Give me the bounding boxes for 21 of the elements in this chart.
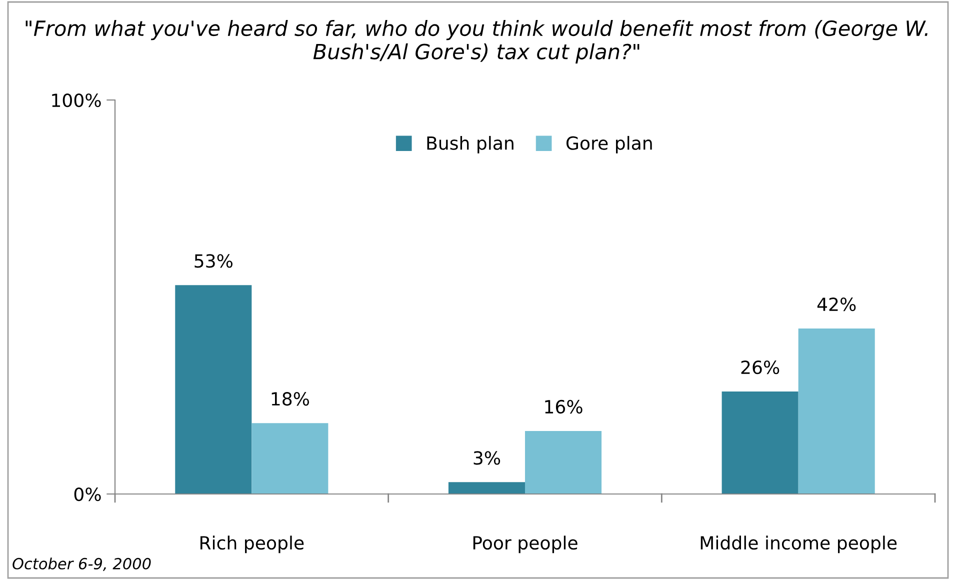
data-label: 26% xyxy=(741,360,780,374)
x-tick-label: Rich people xyxy=(200,536,304,554)
y-tick-label: 100% xyxy=(52,93,101,108)
bar xyxy=(525,430,602,494)
x-tick-label: Poor people xyxy=(473,536,578,554)
data-label: 42% xyxy=(817,297,856,312)
legend-label: Bush plan xyxy=(427,136,514,154)
bar xyxy=(252,423,328,494)
data-label: 3% xyxy=(474,451,500,465)
y-tick-label: 0% xyxy=(74,487,101,502)
bar xyxy=(798,328,875,494)
bar xyxy=(722,392,798,494)
chart-title: "From what you've heard so far, who do you think would benefit most from (George W. Bush's/Al Gore's) tax cut plan?" xyxy=(26,20,928,64)
data-label: 16% xyxy=(545,400,582,414)
text: October 6-9, 2000 xyxy=(12,558,151,571)
data-label: 53% xyxy=(194,254,232,268)
x-tick-label: Middle income people xyxy=(700,536,897,554)
bar xyxy=(175,285,252,494)
legend-label: Gore plan xyxy=(566,136,652,154)
data-label: 18% xyxy=(272,392,309,406)
bar xyxy=(448,482,525,494)
